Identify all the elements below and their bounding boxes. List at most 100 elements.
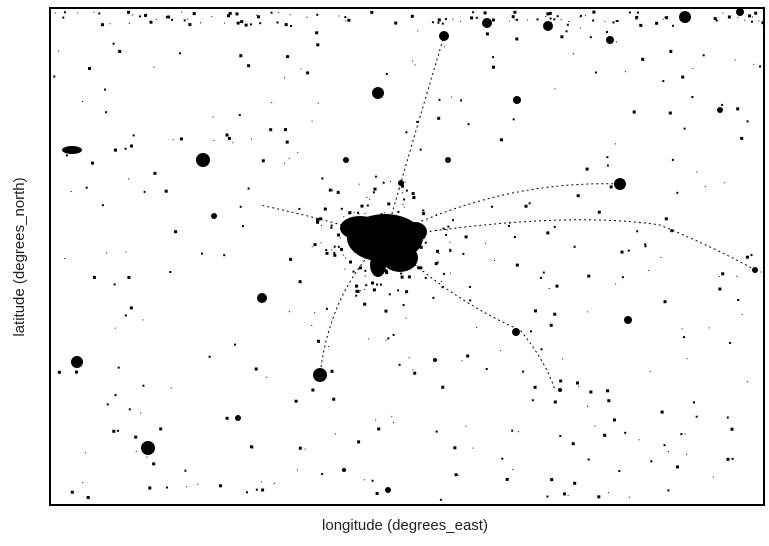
speck [568,495,569,496]
speck [375,251,376,252]
speck [580,28,581,29]
speck [317,340,320,343]
speck [289,158,290,159]
speck [447,226,449,228]
speck [374,236,377,239]
speck [669,50,672,53]
speck [530,330,532,332]
speck [411,15,414,18]
speck [386,73,388,75]
speck [401,276,404,279]
speck [374,188,377,191]
speck [188,23,191,26]
speck [367,256,369,258]
speck [399,231,402,234]
speck [331,370,334,373]
speck [368,233,369,234]
speck [669,112,672,115]
speck [450,273,451,274]
speck [728,16,731,19]
speck [747,381,748,382]
speck [751,21,753,23]
speck [401,226,403,228]
speck [527,20,528,21]
speck [407,231,409,233]
speck [387,337,389,339]
speck [566,30,568,32]
speck [127,276,130,279]
speck [633,111,636,114]
speck [77,13,78,14]
speck [413,253,416,256]
speck [382,240,383,241]
speck [589,391,592,394]
speck [251,139,252,140]
speck [560,35,563,38]
speck [305,449,306,450]
speck [331,249,332,250]
speck [250,23,252,25]
speck [262,159,265,162]
speck [546,231,549,234]
speck [686,454,687,455]
speck [559,380,562,383]
speck [376,492,379,495]
speck [358,217,360,219]
speck [349,261,352,264]
speck [667,489,669,491]
speck [109,23,110,24]
speck [458,475,459,476]
speck [101,23,104,26]
speck [130,306,133,309]
speck [344,269,345,270]
speck [462,360,463,361]
speck [485,243,486,244]
speck [676,192,678,194]
speck [447,229,448,230]
speck [398,237,399,238]
speck [664,444,666,446]
speck [522,371,524,373]
speck [332,398,335,401]
speck [393,243,396,246]
map-plot: longitude (degrees_east) latitude (degre… [0,0,769,541]
speck [351,220,353,222]
speck [159,427,162,430]
speck [486,32,489,35]
speck [88,67,91,70]
speck [628,250,630,252]
speck [330,227,332,229]
speck [363,237,365,239]
speck [518,431,519,432]
speck [237,22,240,25]
speck [354,212,355,213]
speck [290,25,292,27]
speck [567,24,569,26]
speck [321,242,322,243]
speck [655,22,658,25]
speck [339,16,340,17]
speck [143,319,144,320]
speck [113,43,115,45]
speck [500,138,503,141]
speck [389,237,391,239]
speck [419,230,420,231]
speck [364,270,366,272]
speck [115,328,116,329]
speck [636,230,638,232]
speck [621,251,624,254]
speck [445,18,447,20]
speck [439,253,440,254]
speck [681,12,684,15]
speck [75,362,78,365]
speck [441,386,444,389]
speck [436,214,437,215]
speck [580,15,582,17]
speck [174,230,177,233]
speck [351,230,352,231]
speck [357,290,360,293]
speck [650,371,651,372]
speck [616,41,617,42]
speck [403,199,405,201]
speck [299,447,302,450]
